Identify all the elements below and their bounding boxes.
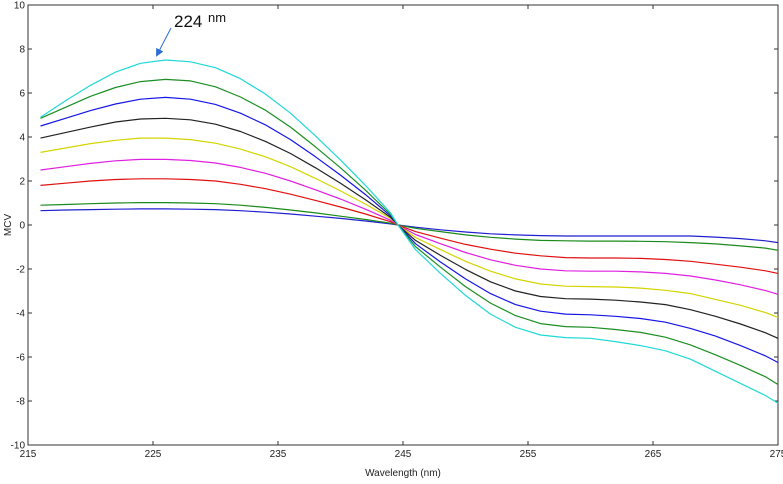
series-line-9 [40,59,779,404]
series-line-5 [40,137,779,318]
y-tick-label: -10 [11,441,26,452]
x-tick-label: 225 [145,449,162,460]
y-tick-label: -2 [16,265,25,276]
y-tick-label: 4 [19,133,25,144]
y-tick-label: 10 [14,1,26,12]
peak-annotation: 224 nm [156,10,226,57]
x-axis: 215 225 235 245 255 265 275 [20,5,783,460]
y-axis: -10 -8 -6 -4 -2 0 2 4 6 8 10 [11,1,778,452]
y-tick-label: 6 [19,89,25,100]
x-tick-label: 235 [270,449,287,460]
x-axis-label: Wavelength (nm) [365,468,441,479]
annotation-arrow [156,27,172,57]
y-tick-label: -8 [16,397,25,408]
annotation-unit: nm [208,10,226,25]
x-tick-label: 215 [20,449,37,460]
y-tick-label: 2 [19,177,25,188]
x-tick-label: 245 [395,449,412,460]
y-tick-label: -4 [16,309,25,320]
series-line-3 [40,178,779,274]
x-tick-label: 275 [770,449,783,460]
series-line-8 [40,78,779,386]
series-line-4 [40,158,779,295]
series-group [40,59,779,404]
series-line-6 [40,117,779,339]
y-tick-label: -6 [16,353,25,364]
plot-area [27,4,779,446]
series-line-7 [40,96,779,364]
annotation-wavelength: 224 [174,12,202,31]
y-tick-label: 0 [19,221,25,232]
x-tick-label: 265 [645,449,662,460]
x-tick-label: 255 [520,449,537,460]
y-tick-label: 8 [19,45,25,56]
series-line-2 [40,202,779,251]
y-axis-label: MCV [3,214,14,237]
